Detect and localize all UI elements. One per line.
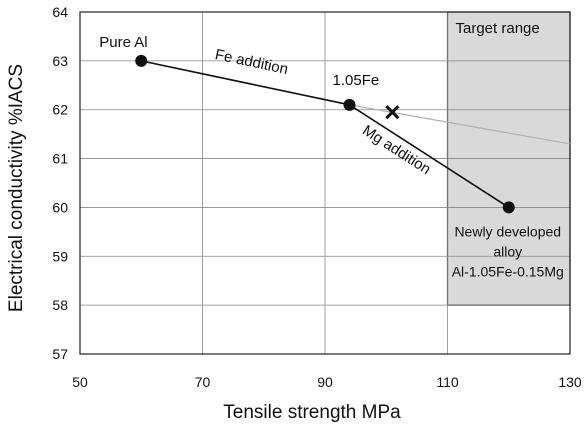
fe105-label: 1.05Fe	[333, 72, 380, 89]
x-tick-label: 130	[558, 374, 582, 390]
x-tick-label: 50	[72, 374, 88, 390]
x-tick-label: 70	[195, 374, 211, 390]
mg-addition-label: Mg addition	[359, 122, 433, 178]
fe-addition-segment	[141, 60, 350, 106]
x-tick-label: 90	[317, 374, 333, 390]
data-points	[135, 54, 515, 214]
fe-addition-label: Fe addition	[213, 46, 289, 78]
mg-addition-segment	[349, 104, 510, 209]
gridlines	[80, 12, 570, 354]
y-tick-label: 60	[52, 199, 68, 215]
y-tick-label: 61	[52, 151, 68, 167]
y-tick-label: 62	[52, 102, 68, 118]
x-tick-label: 110	[436, 374, 459, 390]
data-point	[502, 201, 515, 214]
new-alloy-label-line1: Newly developed	[454, 223, 561, 239]
new-alloy-label-line3: Al-1.05Fe-0.15Mg	[452, 263, 564, 279]
cross-stroke	[385, 105, 400, 120]
y-tick-label: 59	[52, 248, 68, 264]
y-tick-label: 58	[52, 297, 68, 313]
pure-al-label: Pure Al	[99, 34, 147, 51]
trend-line	[349, 104, 571, 145]
x-axis-title: Tensile strength MPa	[223, 402, 401, 423]
data-point	[343, 98, 356, 111]
data-point	[135, 54, 148, 67]
cross-marker	[385, 105, 400, 120]
target-range-label: Target range	[456, 20, 540, 37]
y-axis-title: Electrical conductivity %IACS	[6, 64, 27, 312]
y-tick-label: 64	[52, 4, 68, 20]
y-tick-label: 57	[52, 346, 68, 362]
plot-frame	[79, 11, 571, 355]
new-alloy-label-line2: alloy	[493, 243, 522, 259]
y-tick-label: 63	[52, 53, 68, 69]
tick-labels: 57 58 59 60 61 62 63 64 50 70 90 110 130	[52, 4, 581, 390]
